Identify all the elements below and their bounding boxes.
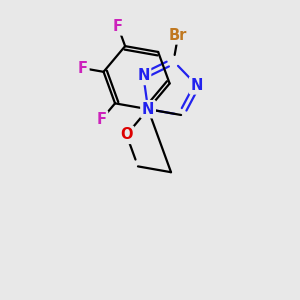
Text: N: N [142, 102, 154, 117]
Text: F: F [113, 19, 123, 34]
Text: N: N [137, 68, 150, 83]
Text: N: N [191, 78, 203, 93]
Text: O: O [120, 128, 133, 142]
Text: F: F [78, 61, 88, 76]
Text: F: F [97, 112, 106, 127]
Text: Br: Br [169, 28, 187, 43]
